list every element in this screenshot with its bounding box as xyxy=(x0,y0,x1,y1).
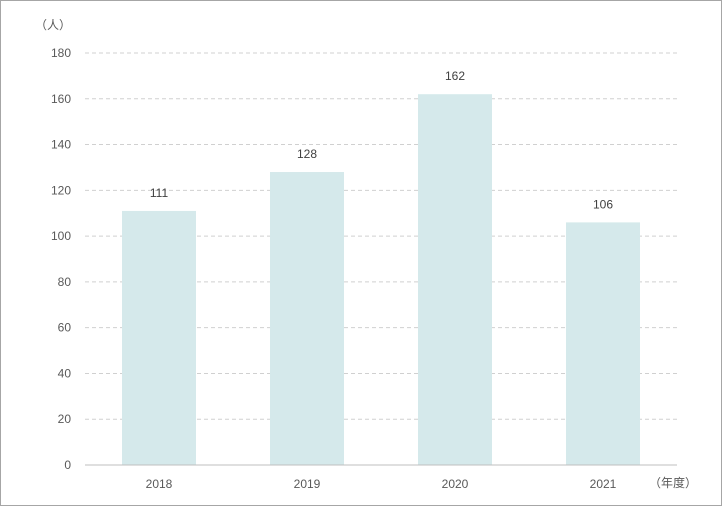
y-tick-label: 100 xyxy=(51,229,71,243)
y-tick-label: 20 xyxy=(58,412,72,426)
bar-2021 xyxy=(566,222,640,465)
y-tick-label: 160 xyxy=(51,92,71,106)
y-tick-label: 140 xyxy=(51,138,71,152)
data-label: 106 xyxy=(593,197,613,211)
bars xyxy=(122,94,640,465)
x-tick-label: 2020 xyxy=(442,477,469,491)
y-tick-label: 80 xyxy=(58,275,72,289)
x-tick-label: 2019 xyxy=(294,477,321,491)
x-tick-label: 2018 xyxy=(146,477,173,491)
y-tick-label: 120 xyxy=(51,183,71,197)
y-tick-label: 60 xyxy=(58,321,72,335)
bar-2020 xyxy=(418,94,492,465)
x-axis-unit-label: （年度） xyxy=(649,475,697,490)
x-axis-ticks: 2018 2019 2020 2021 xyxy=(146,477,617,491)
data-labels: 111 128 162 106 xyxy=(150,69,613,211)
data-label: 111 xyxy=(150,186,169,200)
y-axis-ticks: 0 20 40 60 80 100 120 140 160 180 xyxy=(51,46,71,472)
y-tick-label: 0 xyxy=(64,458,71,472)
y-tick-label: 180 xyxy=(51,46,71,60)
y-axis-unit-label: （人） xyxy=(35,18,71,32)
y-tick-label: 40 xyxy=(58,366,72,380)
bar-2019 xyxy=(270,172,344,465)
data-label: 128 xyxy=(297,147,317,161)
bar-2018 xyxy=(122,210,196,465)
data-label: 162 xyxy=(445,69,465,83)
x-tick-label: 2021 xyxy=(590,477,617,491)
